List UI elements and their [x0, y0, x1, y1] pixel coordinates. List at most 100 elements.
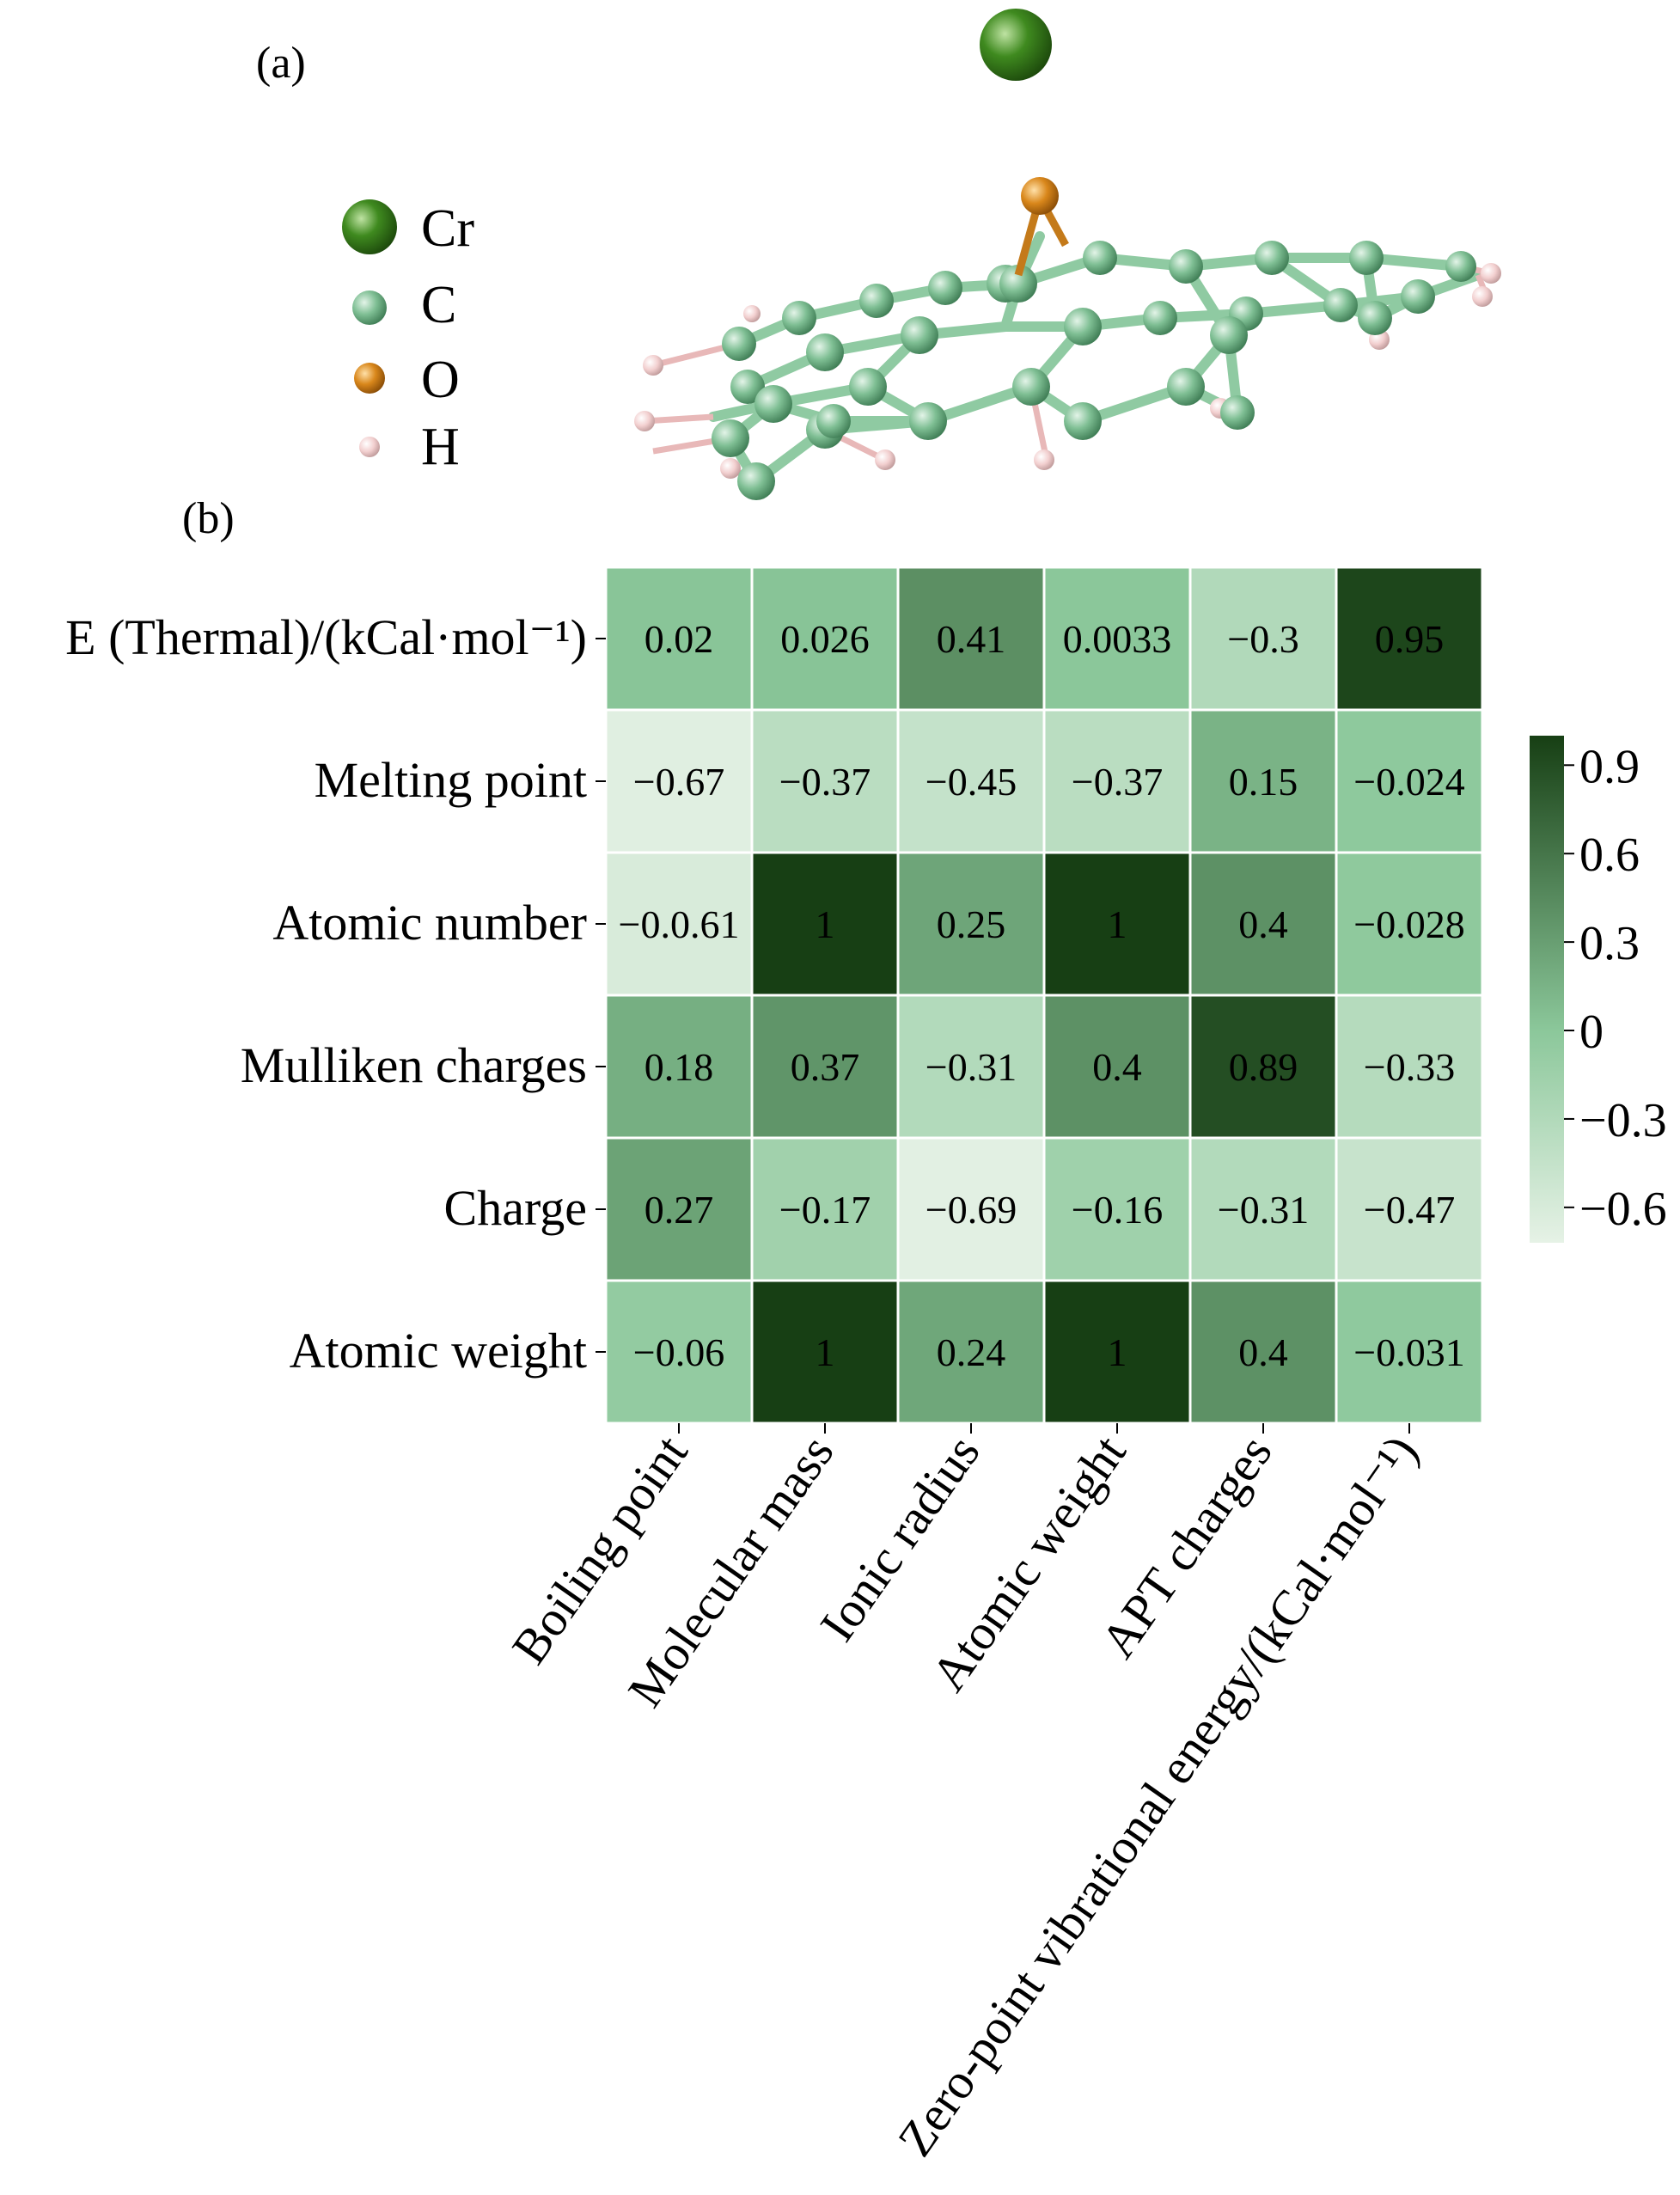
legend-c-label: C: [421, 276, 456, 334]
heatmap-cell-value: 0.25: [937, 902, 1006, 946]
heatmap-cell-value: 0.4: [1238, 902, 1288, 946]
heatmap-cell-value: −0.31: [926, 1045, 1017, 1089]
row-label: E (Thermal)/(kCal·mol⁻¹): [65, 609, 587, 665]
heatmap-cell: [1335, 994, 1484, 1140]
heatmap-cell-value: 1: [816, 902, 835, 946]
legend-cr-label: Cr: [421, 199, 474, 258]
row-label: Melting point: [315, 752, 587, 808]
heatmap-cell-value: −0.33: [1364, 1045, 1455, 1089]
heatmap-cell: [750, 994, 900, 1140]
colorbar-tick-label: 0: [1579, 1006, 1604, 1059]
heatmap-cell-value: −0.37: [1072, 760, 1163, 804]
heatmap-cell: [1042, 566, 1192, 712]
heatmap-cell: [1188, 1136, 1338, 1282]
legend-o-label: O: [421, 351, 460, 409]
heatmap-cell: [1188, 994, 1338, 1140]
cr-atom: [980, 9, 1052, 81]
heatmap-cell: [750, 566, 900, 712]
legend-c-atom-icon: [352, 290, 387, 325]
heatmap-cell-value: −0.17: [779, 1188, 871, 1232]
h-atom: [1481, 263, 1501, 284]
heatmap-cell: [1188, 708, 1338, 854]
heatmap-cell-value: 0.27: [645, 1188, 714, 1232]
heatmap-cell: [1335, 566, 1484, 712]
heatmap-cell-value: −0.67: [633, 760, 724, 804]
heatmap-cell: [1335, 708, 1484, 854]
colorbar-tick-label: −0.3: [1579, 1094, 1667, 1147]
heatmap-cell-value: 1: [1108, 902, 1127, 946]
molecule-structure: [634, 9, 1501, 500]
h-atom: [643, 355, 663, 376]
heatmap-cell: [1042, 1136, 1192, 1282]
heatmap-cell-value: 0.18: [645, 1045, 714, 1089]
heatmap-cell-value: 0.24: [937, 1330, 1006, 1374]
colorbar: 0.9 0.6 0.3 0 −0.3 −0.6: [1530, 736, 1667, 1243]
heatmap-cell-value: −0.028: [1353, 902, 1464, 946]
heatmap-cell-value: −0.45: [926, 760, 1017, 804]
colorbar-gradient: [1530, 736, 1564, 1243]
h-atom: [875, 449, 895, 470]
heatmap-cell: [750, 851, 900, 997]
heatmap-cell-value: 0.0033: [1063, 617, 1172, 661]
molecule-legend: Cr C O H: [342, 199, 474, 476]
heatmap-cell: [896, 1279, 1046, 1425]
heatmap-cell-value: 0.37: [791, 1045, 860, 1089]
heatmap-cell: [1042, 851, 1192, 997]
heatmap-cell-value: −0.47: [1364, 1188, 1455, 1232]
heatmap-cell-value: 0.026: [780, 617, 870, 661]
heatmap-cell-value: 0.15: [1229, 760, 1298, 804]
colorbar-tick-label: 0.3: [1579, 917, 1640, 970]
heatmap-row-labels: E (Thermal)/(kCal·mol⁻¹) Melting point Ato…: [65, 609, 606, 1379]
heatmap-cell: [1335, 1136, 1484, 1282]
heatmap-cell-value: −0.06: [633, 1330, 724, 1374]
heatmap-cell-value: 1: [1108, 1330, 1127, 1374]
heatmap-cell: [896, 1136, 1046, 1282]
heatmap-cell: [604, 566, 754, 712]
heatmap-cell: [750, 1136, 900, 1282]
heatmap-cell-value: 1: [816, 1330, 835, 1374]
column-label: Zero-point vibrational energy/(kCal·mol⁻…: [887, 1425, 1429, 2166]
heatmap-cell-value: 0.02: [645, 617, 714, 661]
heatmap-cell: [1042, 708, 1192, 854]
heatmap-cell: [604, 851, 754, 997]
heatmap-cell-value: −0.69: [926, 1188, 1017, 1232]
h-atom: [1472, 286, 1493, 307]
legend-o-atom-icon: [354, 363, 385, 394]
h-atom: [720, 458, 741, 479]
heatmap-cell: [896, 994, 1046, 1140]
heatmap-cell-value: −0.3: [1227, 617, 1298, 661]
heatmap-cell: [896, 566, 1046, 712]
row-label: Mulliken charges: [241, 1037, 587, 1093]
h-atom: [1034, 449, 1054, 470]
panel-label-b: (b): [182, 494, 235, 543]
c-atoms: [712, 241, 1476, 500]
panel-label-a: (a): [256, 39, 306, 88]
heatmap-cell-value: −0.031: [1353, 1330, 1464, 1374]
legend-h-atom-icon: [359, 437, 380, 457]
heatmap-cell: [1042, 994, 1192, 1140]
heatmap: 0.02 0.026 0.41 0.0033 −0.3 0.95−0.67 −0.37 −0.…: [604, 566, 1484, 1425]
heatmap-cell-value: 0.89: [1229, 1045, 1298, 1089]
o-atom: [1021, 177, 1059, 215]
colorbar-tick-label: 0.6: [1579, 828, 1640, 882]
heatmap-cell-value: −0.37: [779, 760, 871, 804]
heatmap-cell: [1188, 851, 1338, 997]
heatmap-cell-value: 0.4: [1238, 1330, 1288, 1374]
h-atom: [743, 305, 761, 322]
heatmap-cell-value: 0.95: [1375, 617, 1445, 661]
colorbar-ticks: 0.9 0.6 0.3 0 −0.3 −0.6: [1564, 740, 1667, 1236]
heatmap-cell-value: 0.41: [937, 617, 1006, 661]
legend-h-label: H: [421, 418, 460, 476]
colorbar-tick-label: 0.9: [1579, 740, 1640, 793]
heatmap-cell-value: −0.0.61: [619, 902, 740, 946]
colorbar-tick-label: −0.6: [1579, 1183, 1667, 1236]
heatmap-cell-value: −0.16: [1072, 1188, 1163, 1232]
row-label: Atomic weight: [290, 1323, 587, 1379]
heatmap-cell: [604, 1279, 754, 1425]
heatmap-cell-value: 0.4: [1092, 1045, 1142, 1089]
row-label: Charge: [444, 1180, 587, 1236]
legend-cr-atom-icon: [342, 199, 397, 254]
heatmap-cell: [750, 708, 900, 854]
